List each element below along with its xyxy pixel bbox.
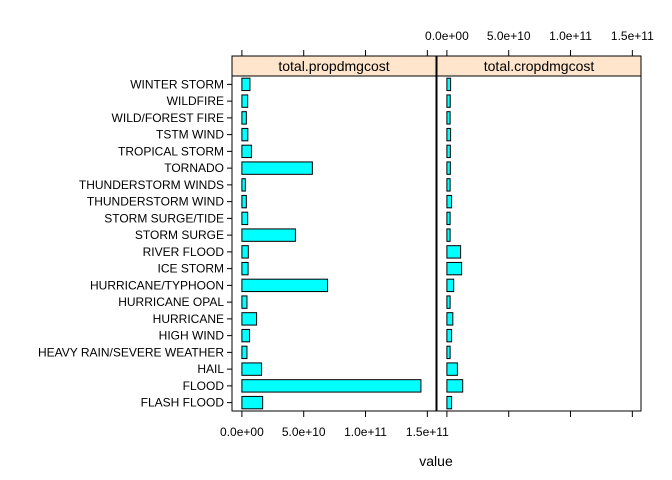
category-label: FLASH FLOOD [141, 396, 225, 410]
x-tick-label: 1.5e+11 [611, 29, 654, 43]
category-label: TORNADO [164, 161, 224, 175]
category-label: FLOOD [183, 379, 225, 393]
x-tick-label: 1.0e+11 [549, 29, 592, 43]
bar [446, 161, 451, 175]
category-label: STORM SURGE/TIDE [104, 211, 224, 225]
category-label: TROPICAL STORM [118, 144, 224, 158]
bar [241, 111, 247, 125]
panel-strip-label: total.cropdmgcost [484, 58, 595, 74]
bar [241, 94, 249, 108]
category-label: HAIL [197, 362, 224, 376]
category-label: RIVER FLOOD [143, 245, 225, 259]
bar [446, 228, 451, 242]
category-label: THUNDERSTORM WINDS [79, 178, 224, 192]
bar [446, 144, 451, 159]
bar [241, 194, 247, 209]
category-label: HIGH WIND [159, 329, 225, 343]
x-tick-label: 0.0e+00 [220, 425, 264, 439]
category-label: TSTM WIND [156, 128, 224, 142]
bar [446, 77, 452, 92]
bar [446, 211, 451, 226]
bar [446, 245, 462, 259]
bar [446, 312, 454, 326]
bar [241, 362, 263, 376]
category-label: WILD/FOREST FIRE [112, 111, 224, 125]
chart-panels: total.propdmgcost total.cropdmgcost [231, 55, 642, 412]
bar [241, 312, 258, 326]
category-label: THUNDERSTORM WIND [87, 195, 224, 209]
bar [241, 261, 249, 276]
panel-strip-label: total.propdmgcost [278, 58, 389, 74]
category-label: WINTER STORM [130, 77, 224, 91]
bar [241, 278, 329, 293]
bar [446, 345, 451, 360]
bar [446, 328, 453, 343]
bar [446, 362, 458, 376]
bar [241, 127, 249, 142]
bar [241, 245, 249, 259]
bar [241, 379, 422, 393]
x-tick-label: 1.0e+11 [344, 425, 387, 439]
panel-frame [436, 75, 642, 412]
bar [241, 395, 264, 410]
bar [446, 278, 455, 293]
bar [446, 111, 451, 125]
bar [446, 261, 463, 276]
bar [241, 328, 251, 343]
bar [446, 178, 451, 192]
bar [241, 295, 248, 309]
bar [241, 144, 252, 159]
bar [241, 211, 249, 226]
x-tick-label: 5.0e+10 [282, 425, 326, 439]
category-label: WILDFIRE [167, 94, 224, 108]
x-tick-label: 0.0e+00 [425, 29, 469, 43]
bar [446, 194, 453, 209]
x-axis-title: value [419, 453, 453, 469]
bar [241, 178, 246, 192]
bar [241, 345, 248, 360]
bar [241, 161, 313, 175]
bar [446, 395, 453, 410]
x-tick-label: 1.5e+11 [406, 425, 449, 439]
category-labels: FLASH FLOOD FLOOD HAIL HEAVY RAIN/SEVERE WE… [38, 77, 232, 410]
bar [446, 295, 451, 309]
bar [241, 228, 296, 242]
bar [446, 94, 451, 108]
category-label: HURRICANE OPAL [118, 295, 224, 309]
x-tick-label: 5.0e+10 [487, 29, 531, 43]
bar [446, 379, 464, 393]
category-label: HURRICANE/TYPHOON [90, 278, 224, 292]
bar [241, 77, 251, 92]
category-label: HEAVY RAIN/SEVERE WEATHER [38, 345, 224, 359]
category-label: ICE STORM [158, 262, 224, 276]
panel-frame [231, 75, 437, 412]
category-label: STORM SURGE [135, 228, 224, 242]
category-label: HURRICANE [153, 312, 224, 326]
x-axes: 0.0e+00 0.0e+00 5.0e+10 5.0e+10 1.0e+11 1.0e+… [220, 29, 654, 439]
bar [446, 127, 452, 142]
